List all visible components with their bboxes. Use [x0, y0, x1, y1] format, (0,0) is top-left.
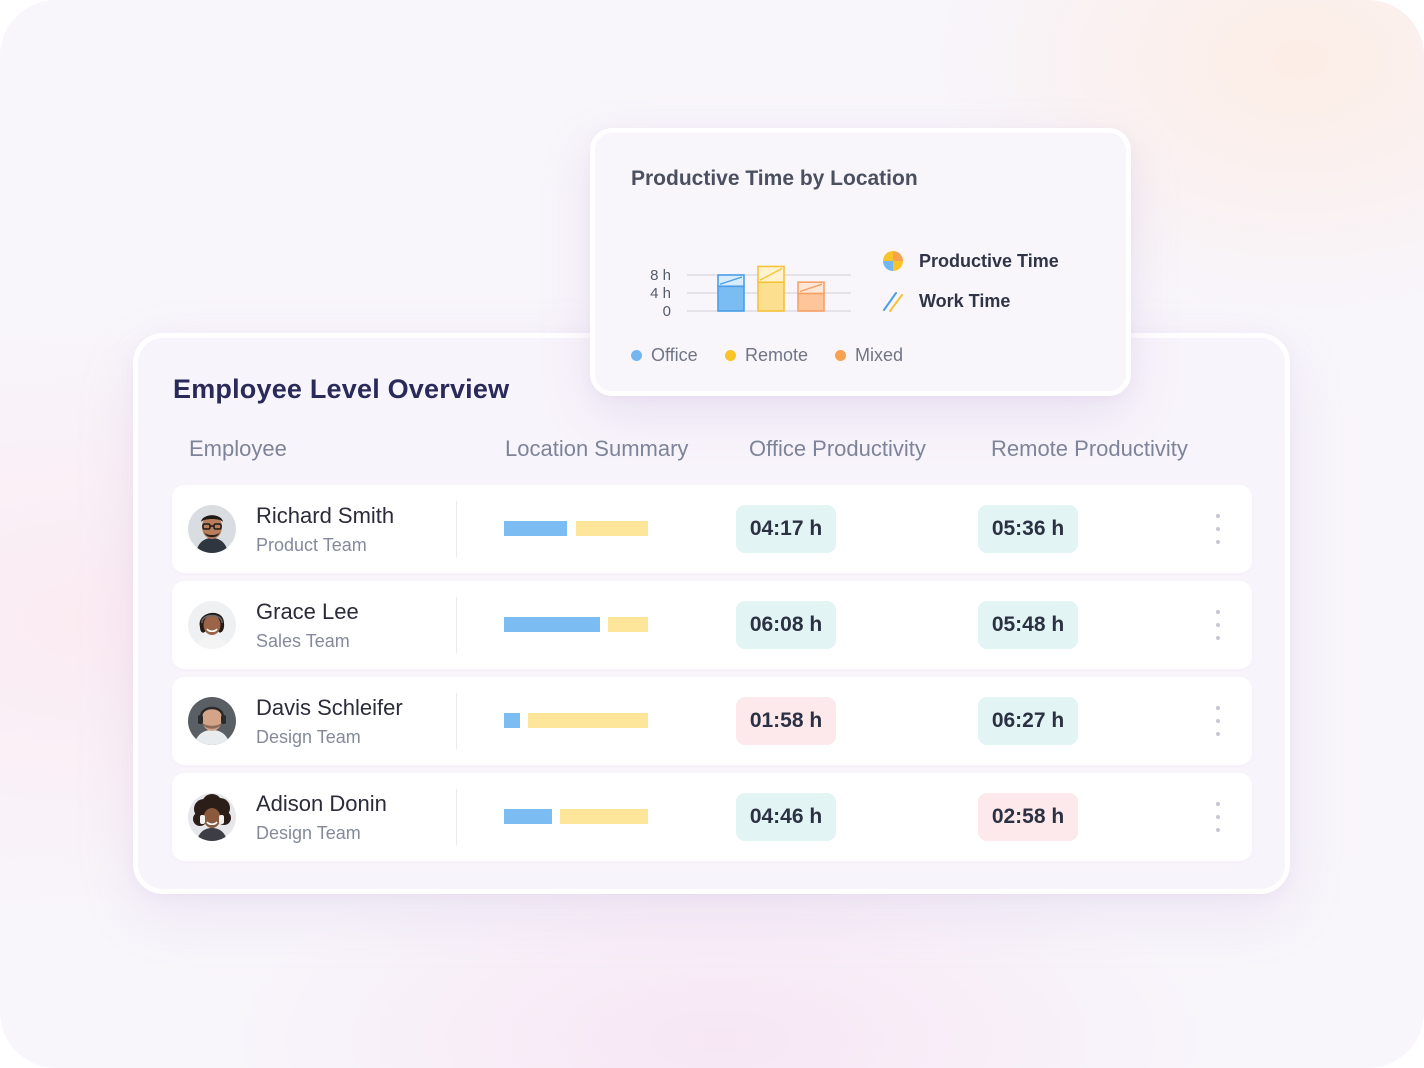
office-dot-icon: [631, 350, 642, 361]
office-productivity-badge: 06:08 h: [736, 601, 836, 649]
legend-remote-label: Remote: [745, 345, 809, 365]
y-tick-label: 8 h: [650, 267, 671, 284]
employee-team: Sales Team: [256, 631, 350, 651]
kebab-dot: [1216, 527, 1220, 531]
column-divider: [456, 789, 457, 845]
office-location-bar: [504, 521, 567, 536]
chart-title: Productive Time by Location: [631, 167, 918, 190]
remote-dot-icon: [725, 350, 736, 361]
table-row[interactable]: Grace Lee Sales Team 06:08 h 05:48 h: [172, 581, 1252, 669]
employee-overview-card: Employee Level Overview Employee Locatio…: [133, 333, 1290, 894]
office-location-bar: [504, 809, 552, 824]
employee-name[interactable]: Davis Schleifer: [256, 695, 403, 720]
mixed-dot-icon: [835, 350, 846, 361]
legend-mixed[interactable]: Mixed: [835, 345, 903, 366]
kebab-dot: [1216, 706, 1220, 710]
kebab-dot: [1216, 802, 1220, 806]
legend-productive-time[interactable]: Productive Time: [881, 249, 1059, 273]
column-divider: [456, 501, 457, 557]
employee-name[interactable]: Adison Donin: [256, 791, 387, 816]
column-divider: [456, 597, 457, 653]
office-productivity-badge: 01:58 h: [736, 697, 836, 745]
office-location-bar: [504, 713, 520, 728]
kebab-dot: [1216, 540, 1220, 544]
kebab-dot: [1216, 815, 1220, 819]
remote-productivity-badge: 05:36 h: [978, 505, 1078, 553]
employee-team: Design Team: [256, 727, 361, 747]
kebab-dot: [1216, 623, 1220, 627]
pie-icon: [883, 251, 903, 271]
kebab-dot: [1216, 719, 1220, 723]
kebab-dot: [1216, 514, 1220, 518]
remote-location-bar: [528, 713, 648, 728]
bar-chart: 8 h4 h0: [650, 265, 851, 320]
avatar: [188, 697, 236, 745]
employee-name[interactable]: Richard Smith: [256, 503, 395, 528]
office-location-bar: [504, 617, 600, 632]
more-options-icon[interactable]: [1213, 802, 1223, 832]
kebab-dot: [1216, 732, 1220, 736]
remote-productivity-badge: 02:58 h: [978, 793, 1078, 841]
more-options-icon[interactable]: [1213, 514, 1223, 544]
employee-team: Design Team: [256, 823, 361, 843]
y-tick-label: 0: [663, 303, 671, 320]
bar-work-hatch-mixed: [799, 283, 823, 293]
remote-productivity-badge: 05:48 h: [978, 601, 1078, 649]
table-row[interactable]: Adison Donin Design Team 04:46 h 02:58 h: [172, 773, 1252, 861]
column-header-remote-productivity[interactable]: Remote Productivity: [991, 436, 1188, 461]
bar-productive-remote[interactable]: [757, 281, 785, 312]
office-productivity-badge: 04:17 h: [736, 505, 836, 553]
employee-team: Product Team: [256, 535, 367, 555]
more-options-icon[interactable]: [1213, 706, 1223, 736]
kebab-dot: [1216, 828, 1220, 832]
remote-location-bar: [608, 617, 648, 632]
more-options-icon[interactable]: [1213, 610, 1223, 640]
office-productivity-badge: 04:46 h: [736, 793, 836, 841]
bar-productive-mixed[interactable]: [797, 292, 825, 312]
legend-productive-time-label: Productive Time: [919, 250, 1059, 271]
column-divider: [456, 693, 457, 749]
legend-remote[interactable]: Remote: [725, 345, 808, 366]
legend-office[interactable]: Office: [631, 345, 698, 366]
avatar: [188, 601, 236, 649]
table-row[interactable]: Richard Smith Product Team 04:17 h 05:36 h: [172, 485, 1252, 573]
remote-location-bar: [560, 809, 648, 824]
kebab-dot: [1216, 610, 1220, 614]
overview-title: Employee Level Overview: [173, 374, 510, 404]
table-row[interactable]: Davis Schleifer Design Team 01:58 h 06:27 h: [172, 677, 1252, 765]
column-header-office-productivity[interactable]: Office Productivity: [749, 436, 926, 461]
bar-work-hatch-office: [719, 276, 743, 285]
remote-location-bar: [576, 521, 648, 536]
legend-mixed-label: Mixed: [855, 345, 904, 365]
hatch-icon: [883, 292, 903, 312]
bar-work-hatch-remote: [759, 267, 783, 281]
column-header-employee[interactable]: Employee: [189, 436, 287, 461]
legend-office-label: Office: [651, 345, 698, 365]
legend-work-time-label: Work Time: [919, 290, 1011, 311]
legend-work-time[interactable]: Work Time: [881, 289, 1010, 313]
remote-productivity-badge: 06:27 h: [978, 697, 1078, 745]
y-tick-label: 4 h: [650, 285, 671, 302]
bar-productive-office[interactable]: [717, 285, 745, 312]
employee-name[interactable]: Grace Lee: [256, 599, 359, 624]
kebab-dot: [1216, 636, 1220, 640]
avatar: [188, 505, 236, 553]
column-header-location-summary[interactable]: Location Summary: [505, 436, 689, 461]
avatar: [188, 793, 236, 841]
